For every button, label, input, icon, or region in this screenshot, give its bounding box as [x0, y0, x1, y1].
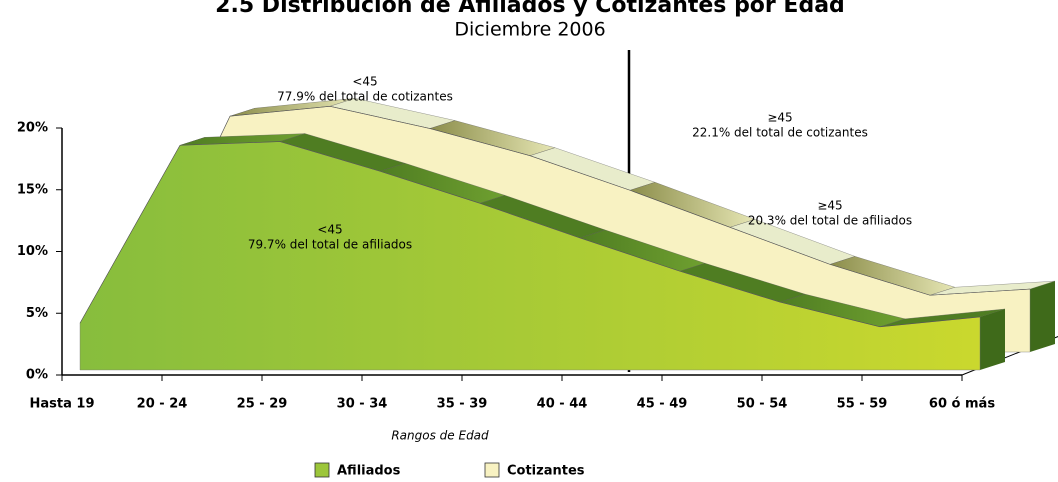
legend-swatch — [484, 462, 500, 478]
y-tick-label: 10% — [17, 244, 48, 259]
legend-label: Afiliados — [337, 464, 401, 479]
area-top-edge — [79, 141, 981, 328]
y-tick-label: 20% — [17, 121, 48, 136]
y-tick-label: 15% — [17, 182, 48, 197]
side-face — [1030, 281, 1055, 352]
x-tick-label: 55 - 59 — [837, 397, 888, 412]
annotation-symbol: <45 — [317, 223, 342, 237]
annotation-symbol: ≥45 — [817, 199, 842, 213]
x-axis-label: Rangos de Edad — [391, 429, 489, 443]
x-tick-label: 35 - 39 — [437, 397, 488, 412]
x-tick-label: 50 - 54 — [737, 397, 788, 412]
area-top-edge — [129, 105, 1031, 327]
x-tick-label: 20 - 24 — [137, 397, 188, 412]
y-tick-label: 0% — [26, 368, 48, 383]
y-tick-label: 5% — [26, 306, 48, 321]
annotation-text: 20.3% del total de afiliados — [748, 214, 912, 228]
annotation-text: 22.1% del total de cotizantes — [692, 126, 868, 140]
chart-title: 2.5 Distribución de Afiliados y Cotizant… — [215, 0, 845, 18]
x-tick-label: Hasta 19 — [30, 397, 95, 412]
x-tick-label: 25 - 29 — [237, 397, 288, 412]
annotation-symbol: <45 — [352, 75, 377, 89]
annotation-text: 77.9% del total de cotizantes — [277, 90, 453, 104]
side-face — [980, 308, 1005, 370]
annotation-symbol: ≥45 — [767, 111, 792, 125]
x-tick-label: 45 - 49 — [637, 397, 688, 412]
x-tick-label: 60 ó más — [929, 397, 995, 412]
x-tick-label: 40 - 44 — [537, 397, 588, 412]
x-tick-label: 30 - 34 — [337, 397, 388, 412]
legend-swatch — [314, 462, 330, 478]
annotation-text: 79.7% del total de afiliados — [248, 238, 412, 252]
legend-label: Cotizantes — [507, 464, 585, 479]
chart-subtitle: Diciembre 2006 — [454, 19, 605, 41]
